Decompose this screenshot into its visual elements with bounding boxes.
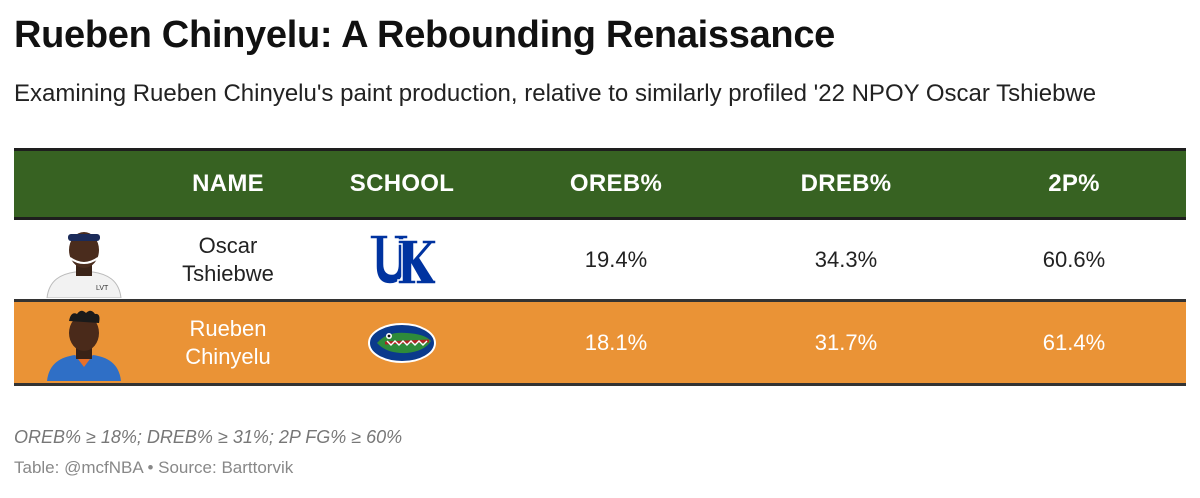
gator-logo-icon bbox=[368, 322, 436, 363]
player-headshot-icon: LVT bbox=[46, 231, 122, 298]
table-header: NAME SCHOOL OREB% DREB% 2P% bbox=[14, 148, 1186, 220]
oreb-value: 19.4% bbox=[584, 246, 648, 272]
oreb-value: 18.1% bbox=[584, 329, 648, 355]
uk-logo-icon bbox=[369, 233, 436, 285]
two-point-value: 61.4% bbox=[1042, 329, 1106, 355]
header-oreb: OREB% bbox=[569, 170, 663, 197]
header-photo-cell bbox=[14, 151, 154, 217]
player-name-last: Tshiebwe bbox=[182, 260, 274, 286]
header-2p: 2P% bbox=[1048, 170, 1100, 197]
qualifier-footnote: OREB% ≥ 18%; DREB% ≥ 31%; 2P FG% ≥ 60% bbox=[14, 427, 403, 447]
player-name-last: Chinyelu bbox=[185, 343, 271, 369]
svg-text:LVT: LVT bbox=[96, 285, 109, 292]
dreb-value: 34.3% bbox=[814, 246, 878, 272]
player-name-cell: Rueben Chinyelu bbox=[154, 302, 302, 383]
header-school: SCHOOL bbox=[349, 170, 455, 197]
two-point-value: 60.6% bbox=[1042, 246, 1106, 272]
player-name-first: Rueben bbox=[189, 315, 267, 341]
table-row: LVT Oscar Tshiebwe 19.4% 34.3% 60.6% bbox=[14, 220, 1186, 302]
page-title: Rueben Chinyelu: A Rebounding Renaissanc… bbox=[14, 14, 835, 56]
header-name: NAME bbox=[192, 170, 264, 197]
source-credit: Table: @mcfNBA • Source: Barttorvik bbox=[14, 458, 294, 477]
page-subtitle: Examining Rueben Chinyelu's paint produc… bbox=[14, 80, 1097, 107]
school-logo-cell bbox=[302, 220, 502, 299]
header-dreb: DREB% bbox=[800, 170, 892, 197]
dreb-value: 31.7% bbox=[814, 329, 878, 355]
player-headshot-icon bbox=[47, 310, 121, 381]
table-row: Rueben Chinyelu 18.1% 31.7% 61.4% bbox=[14, 302, 1186, 386]
stats-table: NAME SCHOOL OREB% DREB% 2P% LVT Oscar Ts… bbox=[14, 148, 1186, 386]
player-name-first: Oscar bbox=[198, 232, 258, 258]
player-photo-cell: LVT bbox=[14, 220, 154, 299]
player-name-cell: Oscar Tshiebwe bbox=[154, 220, 302, 299]
player-photo-cell bbox=[14, 302, 154, 383]
school-logo-cell bbox=[302, 302, 502, 383]
